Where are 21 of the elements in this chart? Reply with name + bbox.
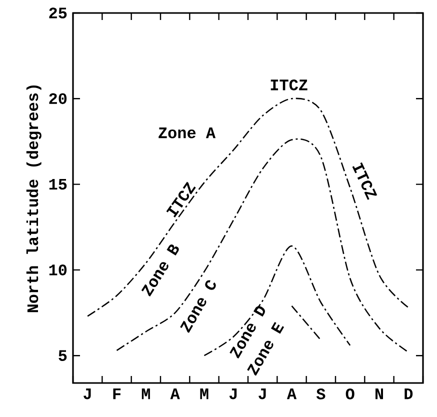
annotation: ITCZ <box>270 80 308 90</box>
y-tick-label: 15 <box>49 178 67 190</box>
y-tick-label: 25 <box>49 8 67 18</box>
annotation: Zone A <box>158 128 216 138</box>
y-tick-label: 5 <box>58 350 67 361</box>
y-tick-label: 20 <box>49 93 67 104</box>
x-tick-label: O <box>346 388 354 400</box>
y-tick-label: 10 <box>49 264 67 276</box>
x-tick-label: F <box>113 388 121 400</box>
x-tick-label: J <box>229 388 237 400</box>
x-tick-label: D <box>404 388 413 400</box>
x-tick-label: J <box>258 388 266 400</box>
x-tick-label: M <box>200 388 208 400</box>
x-tick-label: A <box>286 388 297 400</box>
x-tick-label: A <box>170 388 180 400</box>
x-tick-label: S <box>316 388 326 400</box>
y-axis-title: North latitude (degrees) <box>26 85 42 312</box>
x-tick-label: J <box>84 388 91 400</box>
x-tick-label: M <box>142 388 150 400</box>
x-tick-label: N <box>376 388 383 400</box>
annotation: ITCZ <box>352 162 378 200</box>
